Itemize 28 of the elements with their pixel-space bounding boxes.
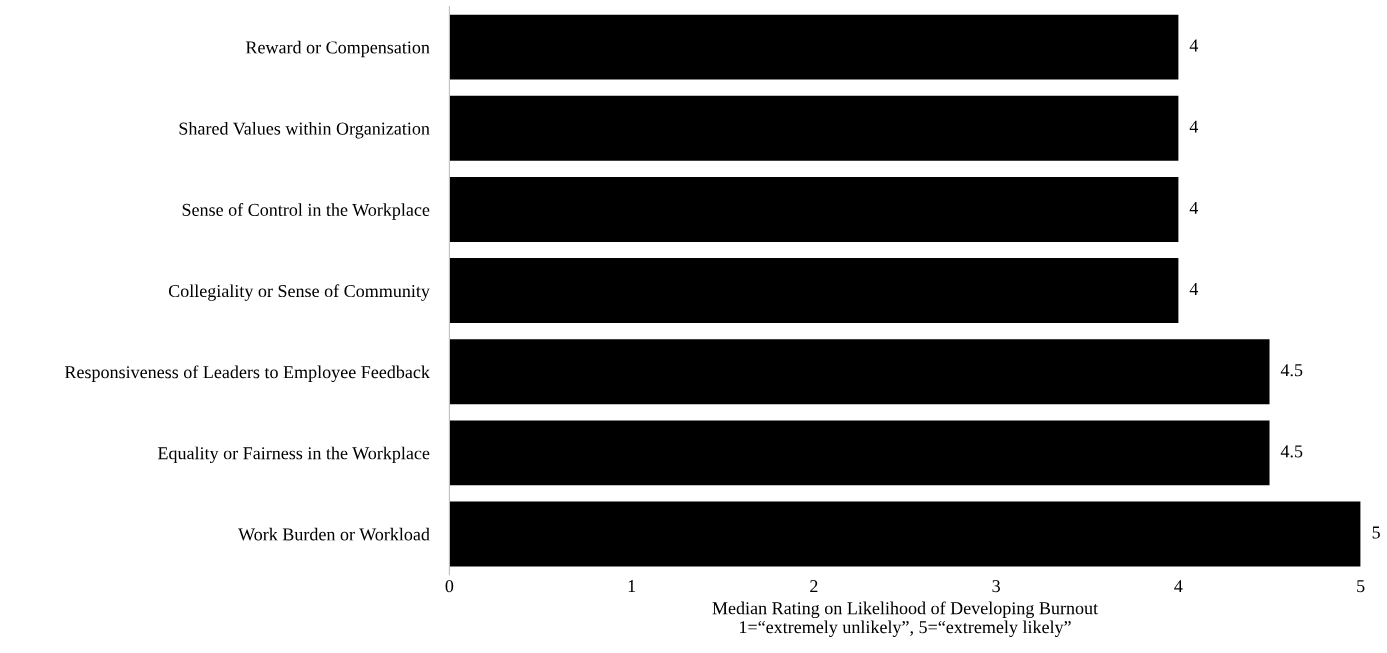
y-tick-label: Collegiality or Sense of Community	[168, 284, 430, 301]
bar	[449, 176, 1179, 242]
bar	[449, 258, 1179, 324]
data-label: 4	[1189, 201, 1199, 214]
data-label: 5	[1372, 526, 1380, 539]
x-tick-label: 5	[1357, 580, 1365, 593]
bar	[449, 501, 1361, 567]
data-label: 4.5	[1280, 445, 1303, 458]
x-tick-label: 4	[1174, 580, 1183, 593]
y-tick-label: Sense of Control in the Workplace	[182, 203, 430, 220]
bar	[449, 95, 1179, 161]
data-label: 4	[1189, 39, 1199, 52]
y-tick-label: Equality or Fairness in the Workplace	[157, 446, 430, 464]
bar	[449, 339, 1270, 405]
x-tick-label: 0	[445, 580, 454, 593]
x-tick-label: 3	[992, 580, 1000, 593]
y-tick-label: Reward or Compensation	[245, 40, 430, 58]
bar	[449, 14, 1179, 80]
bar	[449, 420, 1270, 486]
y-tick-label: Shared Values within Organization	[179, 122, 430, 139]
y-tick-label: Work Burden or Workload	[238, 527, 430, 541]
x-axis-title: Median Rating on Likelihood of Developing Burnout 1=“extremely unlikely”, 5=“extremely likely”	[712, 601, 1098, 637]
x-tick-label: 1	[628, 580, 636, 593]
data-label: 4	[1189, 120, 1199, 133]
x-tick-label: 2	[810, 580, 818, 593]
data-label: 4.5	[1280, 364, 1303, 377]
y-tick-label: Responsiveness of Leaders to Employee Feedback	[64, 365, 430, 382]
data-label: 4	[1189, 283, 1199, 295]
